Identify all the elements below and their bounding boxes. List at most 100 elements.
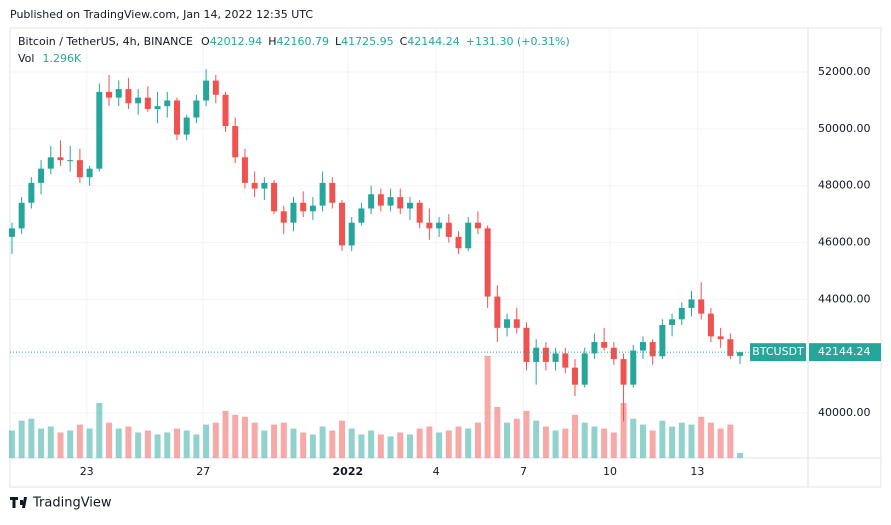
volume-bar [18, 420, 25, 458]
volume-bar [57, 432, 64, 458]
volume-bar [610, 432, 617, 458]
volume-bar [474, 422, 481, 458]
legend-header: Bitcoin / TetherUS, 4h, BINANCE O42012.94… [18, 35, 570, 48]
candle-body [455, 236, 462, 249]
ohlc-letter: L [335, 35, 342, 48]
candle-body [271, 182, 278, 212]
volume-bar [504, 422, 511, 458]
volume-bar [620, 403, 627, 458]
volume-bar [339, 420, 346, 458]
volume-value: 1.296K [42, 52, 81, 65]
candle-body [504, 319, 511, 328]
volume-bar [96, 403, 103, 458]
volume-bar [484, 355, 491, 458]
y-tick-label: 50000.00 [818, 122, 871, 135]
candle-body [494, 296, 501, 328]
candle-body [300, 202, 307, 212]
volume-bar [669, 426, 676, 458]
volume-bar [368, 430, 375, 458]
ohlc-letter: H [268, 35, 276, 48]
candle-body [465, 222, 472, 249]
candle-body [737, 352, 744, 356]
candle-body [125, 89, 132, 104]
y-tick-label: 44000.00 [818, 292, 871, 305]
volume-bar [377, 434, 384, 458]
volume-legend: Vol 1.296K [18, 52, 82, 65]
candle-body [572, 367, 579, 385]
volume-bar [397, 432, 404, 458]
volume-bar [406, 434, 413, 458]
volume-bar [358, 434, 365, 458]
candle-body [562, 353, 569, 368]
volume-bar [698, 416, 705, 458]
volume-bar [465, 428, 472, 458]
volume-bar [144, 430, 151, 458]
candle-body [329, 182, 336, 203]
volume-bar [426, 426, 433, 458]
ohlc-value: 42160.79 [276, 35, 329, 48]
volume-bar [164, 432, 171, 458]
candle-body [251, 182, 258, 189]
volume-bar [552, 430, 559, 458]
candle-body [261, 182, 268, 189]
volume-bar [348, 428, 355, 458]
candle-body [348, 222, 355, 246]
volume-bar [203, 424, 210, 458]
candle-body [581, 353, 588, 385]
candle-body [436, 222, 443, 229]
volume-bar [212, 422, 219, 458]
volume-bar [688, 424, 695, 458]
volume-bar [47, 426, 54, 458]
volume-bar [533, 420, 540, 458]
candle-body [630, 350, 637, 385]
volume-bar [271, 424, 278, 458]
volume-bar [38, 428, 45, 458]
volume-bar [329, 430, 336, 458]
x-tick-label: 7 [520, 465, 527, 478]
x-tick-label: 4 [433, 465, 440, 478]
candle-body [339, 202, 346, 246]
candle-body [678, 307, 685, 320]
candle-body [76, 160, 83, 178]
ohlc-letter: C [400, 35, 408, 48]
volume-bar [135, 432, 142, 458]
volume-bar [309, 434, 316, 458]
candle-body [203, 80, 210, 101]
candle-body [28, 182, 35, 203]
candle-body [96, 91, 103, 169]
volume-bar [601, 428, 608, 458]
candle-body [552, 353, 559, 362]
candle-body [8, 228, 15, 237]
volume-bar [513, 418, 520, 458]
ohlc-value: 42144.24 [407, 35, 460, 48]
x-tick-label: 10 [603, 465, 617, 478]
volume-bar [280, 422, 287, 458]
ohlc-value: 42012.94 [210, 35, 263, 48]
candle-body [533, 347, 540, 362]
volume-bar [86, 428, 93, 458]
y-tick-label: 48000.00 [818, 179, 871, 192]
candle-body [135, 97, 142, 104]
volume-bar [319, 426, 326, 458]
volume-bar [173, 428, 180, 458]
price-tag: 42144.24 [818, 345, 871, 358]
volume-bar [416, 428, 423, 458]
y-tick-label: 40000.00 [818, 406, 871, 419]
candle-body [115, 89, 122, 98]
volume-bar [707, 422, 714, 458]
candle-body [727, 339, 734, 356]
candle-body [47, 157, 54, 169]
candle-body [523, 327, 530, 362]
candle-body [106, 91, 113, 98]
volume-bar [591, 426, 598, 458]
volume-bar [572, 414, 579, 458]
candle-body [426, 222, 433, 229]
candle-body [610, 347, 617, 360]
published-note: Published on TradingView.com, Jan 14, 20… [10, 8, 313, 21]
volume-bar [436, 432, 443, 458]
candle-body [222, 94, 229, 127]
volume-bar [76, 424, 83, 458]
volume-bar [494, 406, 501, 458]
candle-body [173, 100, 180, 135]
